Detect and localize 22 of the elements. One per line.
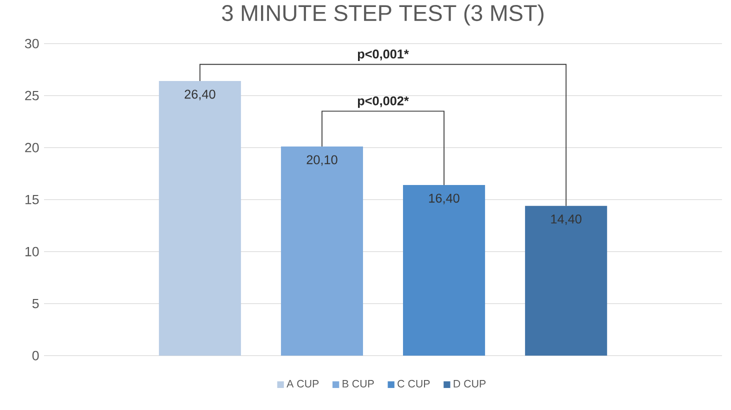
bar	[525, 206, 608, 356]
y-tick-label: 25	[25, 90, 39, 100]
data-label: 26,40	[184, 90, 216, 100]
data-label: 16,40	[429, 194, 460, 204]
data-label: 20,10	[306, 155, 338, 166]
legend-label: B CUP	[342, 380, 374, 388]
bar	[280, 146, 364, 356]
annotation: p<0,001*	[358, 49, 409, 61]
y-tick-label: 5	[32, 298, 39, 308]
y-tick-label: 10	[25, 246, 39, 256]
legend-label: A CUP	[286, 380, 319, 388]
bar	[403, 184, 486, 356]
y-tick-label: 15	[25, 194, 39, 204]
y-tick-label: 20	[25, 142, 39, 152]
data-label: 14,40	[551, 214, 582, 225]
bar	[158, 80, 241, 356]
legend-label: D CUP	[454, 380, 486, 388]
annotation: p<0,002*	[358, 96, 409, 108]
y-tick-label: 0	[32, 350, 39, 360]
legend-label: C CUP	[398, 380, 430, 388]
y-tick-label: 30	[24, 38, 39, 48]
chart-title: 3 MINUTE STEP TEST (3 MST)	[222, 4, 544, 26]
